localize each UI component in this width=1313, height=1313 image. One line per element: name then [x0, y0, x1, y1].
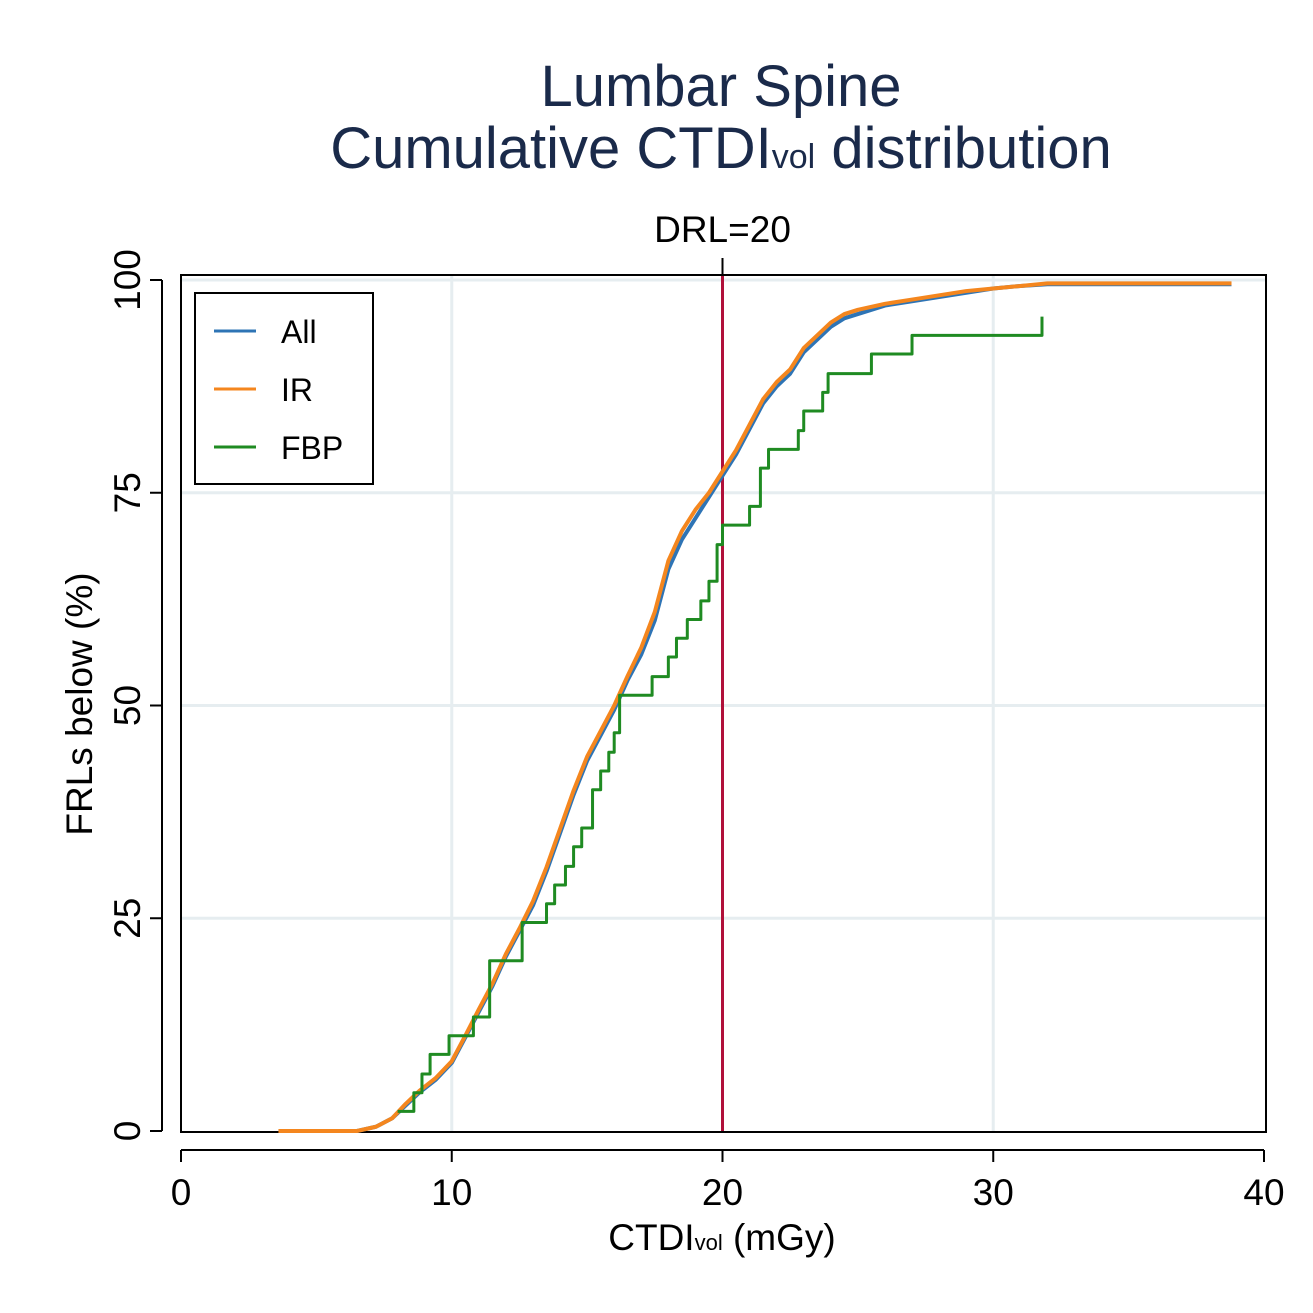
- y-axis: 0 25 50 75 100: [107, 249, 163, 1142]
- x-axis: 0 10 20 30 40: [171, 1149, 1285, 1213]
- legend-label-ir: IR: [281, 372, 313, 408]
- y-tick-label: 25: [107, 898, 148, 939]
- x-tick-label: 30: [973, 1172, 1014, 1213]
- y-axis-label: FRLs below (%): [59, 572, 100, 835]
- x-tick-label: 20: [702, 1172, 743, 1213]
- x-axis-label: CTDIvol (mGy): [608, 1217, 835, 1258]
- chart-subtitle: Cumulative CTDIvol distribution: [330, 116, 1112, 181]
- legend: All IR FBP: [194, 292, 374, 485]
- drl-label: DRL=20: [654, 209, 791, 250]
- legend-label-fbp: FBP: [281, 430, 343, 466]
- series-group: [278, 281, 1232, 1133]
- y-tick-label: 75: [107, 472, 148, 513]
- y-tick-label: 0: [107, 1121, 148, 1142]
- reference-line-group: DRL=20: [654, 209, 791, 1131]
- x-tick-label: 40: [1243, 1172, 1284, 1213]
- y-tick-label: 50: [107, 685, 148, 726]
- x-tick-label: 10: [431, 1172, 472, 1213]
- x-tick-label: 0: [171, 1172, 192, 1213]
- chart-title: Lumbar Spine: [540, 54, 901, 119]
- series-line-ir: [278, 281, 1232, 1133]
- legend-label-all: All: [281, 314, 317, 350]
- y-tick-label: 100: [107, 249, 148, 311]
- series-line-fbp: [397, 316, 1044, 1113]
